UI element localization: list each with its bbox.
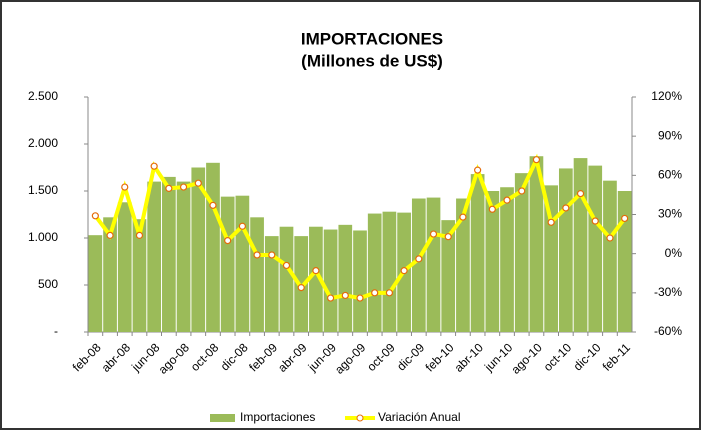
bar <box>206 162 220 332</box>
marker <box>474 166 482 174</box>
y-tick-label: 500 <box>38 277 58 291</box>
marker <box>562 204 570 212</box>
marker <box>518 187 526 195</box>
bar <box>558 168 573 332</box>
bar <box>220 196 235 332</box>
chart-subtitle: (Millones de US$) <box>301 51 443 70</box>
y2-tick-label: 120% <box>651 89 682 103</box>
marker <box>591 217 599 225</box>
marker <box>150 162 158 170</box>
bar <box>88 235 103 332</box>
marker <box>371 289 379 297</box>
marker <box>326 294 335 302</box>
marker <box>547 218 555 226</box>
bar <box>500 187 514 332</box>
marker <box>429 230 438 238</box>
marker <box>179 183 188 191</box>
marker <box>444 233 452 241</box>
bar <box>382 211 397 332</box>
marker <box>106 231 114 239</box>
marker <box>356 294 364 302</box>
marker <box>282 261 291 270</box>
bar <box>250 217 264 332</box>
marker <box>341 291 349 300</box>
marker <box>121 183 129 191</box>
bar <box>162 176 176 332</box>
y2-tick-label: 0% <box>665 246 683 260</box>
marker <box>297 284 305 292</box>
bar <box>411 198 426 332</box>
y-tick-label: 2.500 <box>28 89 58 103</box>
marker <box>576 190 585 198</box>
bar <box>367 213 382 332</box>
bar <box>588 165 603 332</box>
bar <box>132 219 147 332</box>
legend-swatch <box>210 414 235 422</box>
bar <box>103 217 117 332</box>
bar <box>191 167 206 332</box>
marker <box>459 213 467 221</box>
y2-tick-label: -30% <box>654 285 682 299</box>
bar <box>235 195 250 332</box>
y2-tick-label: -60% <box>654 324 682 338</box>
marker <box>224 237 232 245</box>
legend-marker <box>356 414 364 422</box>
y-tick-label: 1.000 <box>28 230 58 244</box>
marker <box>209 201 217 209</box>
bar <box>176 181 191 332</box>
y-tick-label: - <box>54 324 58 338</box>
y-tick-label: 1.500 <box>28 183 58 197</box>
bar <box>338 224 353 332</box>
marker <box>194 179 202 187</box>
legend-label: Variación Anual <box>378 410 461 424</box>
bar <box>485 191 500 332</box>
bar <box>617 191 632 332</box>
marker <box>91 212 99 220</box>
bar <box>279 226 294 332</box>
marker <box>385 289 394 297</box>
bar <box>456 198 470 332</box>
marker <box>312 267 320 275</box>
y-tick-label: 2.000 <box>28 136 58 150</box>
marker <box>165 184 173 192</box>
marker <box>400 267 408 275</box>
legend-label: Importaciones <box>240 410 315 424</box>
bar <box>514 173 529 332</box>
bar <box>147 181 162 332</box>
bar <box>323 229 338 332</box>
marker <box>253 251 261 259</box>
bar <box>309 226 323 332</box>
y2-tick-label: 60% <box>658 168 682 182</box>
marker <box>532 156 541 164</box>
marker <box>268 251 276 259</box>
marker <box>415 255 423 263</box>
bar <box>470 174 485 332</box>
bar <box>117 202 132 332</box>
bar <box>603 180 617 332</box>
bar <box>353 230 367 332</box>
bar <box>573 158 588 332</box>
y2-tick-label: 30% <box>658 207 682 221</box>
bar <box>529 156 544 332</box>
y2-tick-label: 90% <box>658 128 682 142</box>
marker <box>503 196 511 204</box>
bar <box>426 197 441 332</box>
bar <box>264 236 279 332</box>
marker <box>238 222 246 230</box>
marker <box>606 234 614 242</box>
chart-title: IMPORTACIONES <box>301 29 443 48</box>
marker <box>488 205 496 213</box>
marker <box>135 231 144 239</box>
bar <box>441 220 456 332</box>
marker <box>621 214 629 223</box>
